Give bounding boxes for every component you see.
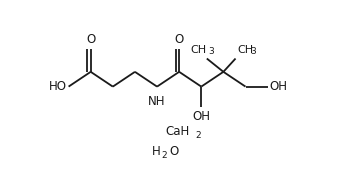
Text: O: O	[175, 33, 184, 46]
Text: O: O	[86, 33, 95, 46]
Text: CH: CH	[237, 45, 253, 55]
Text: CaH: CaH	[165, 125, 189, 138]
Text: H: H	[152, 145, 161, 158]
Text: OH: OH	[269, 80, 287, 93]
Text: OH: OH	[192, 109, 210, 122]
Text: NH: NH	[148, 95, 166, 108]
Text: 2: 2	[161, 151, 167, 160]
Text: 3: 3	[251, 47, 256, 56]
Text: 2: 2	[195, 131, 201, 140]
Text: HO: HO	[48, 80, 66, 93]
Text: O: O	[169, 145, 179, 158]
Text: 3: 3	[208, 47, 214, 56]
Text: CH: CH	[191, 45, 207, 55]
